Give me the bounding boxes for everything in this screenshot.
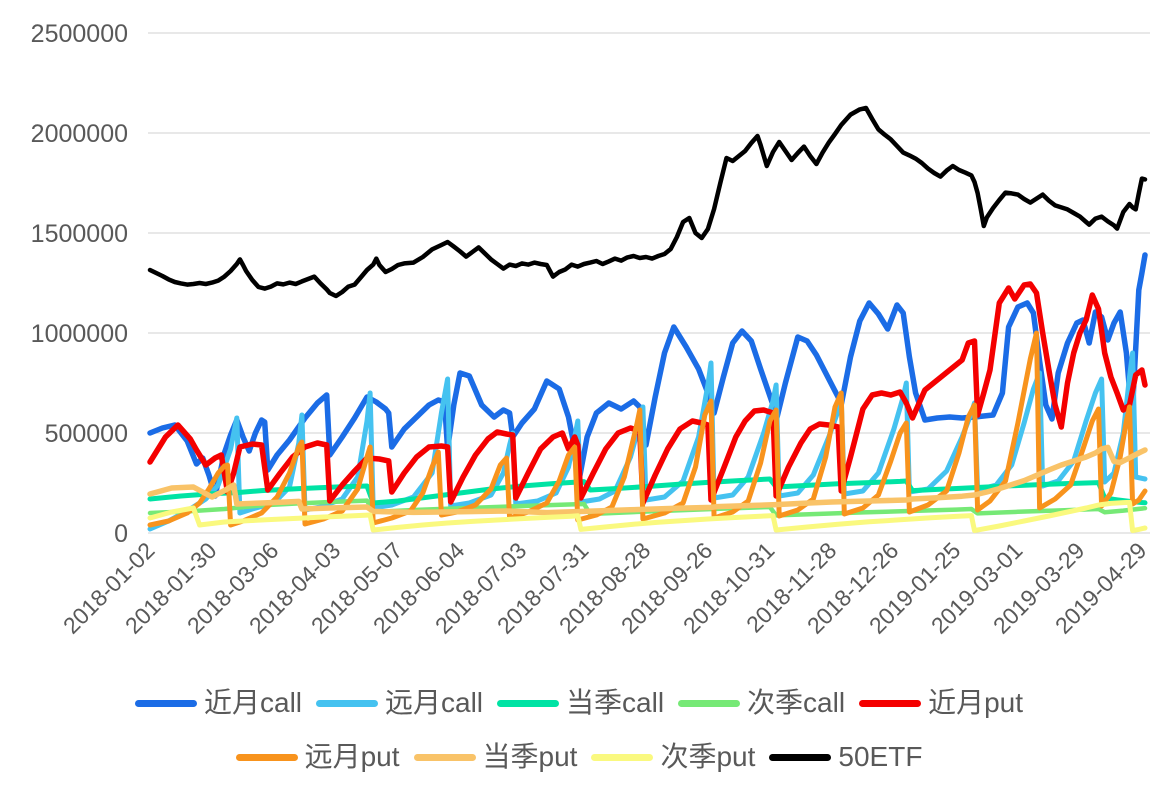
legend-item-next-qtr-put: 次季put bbox=[591, 741, 755, 773]
y-tick-label-0: 0 bbox=[114, 520, 128, 548]
legend-item-qtr-put: 当季put bbox=[413, 741, 578, 773]
series-line-near-call bbox=[147, 252, 1148, 499]
series-line-far-call bbox=[147, 350, 1148, 532]
chart-legend: 近月call 远月call 当季call 次季call 近月put 远月put 当季put… bbox=[0, 687, 1158, 795]
legend-swatch-next-qtr-put bbox=[591, 753, 654, 761]
legend-swatch-far-put bbox=[235, 753, 298, 761]
y-tick-label-2000000: 2000000 bbox=[31, 120, 128, 148]
legend-label-qtr-put: 当季put bbox=[482, 741, 578, 772]
legend-label-next-qtr-put: 次季put bbox=[660, 741, 756, 772]
y-tick-label-2500000: 2500000 bbox=[31, 20, 128, 48]
gridlines bbox=[148, 32, 1150, 534]
legend-swatch-qtr-put bbox=[413, 753, 476, 761]
x-axis-labels: 2018-01-022018-01-302018-03-062018-04-03… bbox=[58, 537, 1151, 639]
legend-swatch-near-put bbox=[859, 699, 922, 707]
series-line-qtr-put bbox=[147, 444, 1148, 516]
legend-swatch-next-qtr-call bbox=[678, 699, 741, 707]
legend-swatch-far-call bbox=[316, 699, 379, 707]
legend-item-near-call: 近月call bbox=[135, 687, 302, 719]
legend-item-next-qtr-call: 次季call bbox=[678, 687, 845, 719]
legend-swatch-etf50 bbox=[769, 753, 832, 761]
legend-item-near-put: 近月put bbox=[859, 687, 1023, 719]
series-lines bbox=[147, 105, 1148, 534]
plot-svg: 0 500000 1000000 1500000 2000000 2500000 2018… bbox=[31, 20, 1152, 639]
legend-swatch-near-call bbox=[135, 699, 197, 707]
legend-row-1: 近月call 远月call 当季call 次季call 近月put bbox=[128, 687, 1030, 719]
legend-item-etf50: 50ETF bbox=[769, 741, 922, 773]
y-tick-label-500000: 500000 bbox=[45, 420, 128, 448]
y-tick-label-1000000: 1000000 bbox=[31, 320, 128, 348]
legend-label-etf50: 50ETF bbox=[838, 741, 923, 772]
legend-label-next-qtr-call: 次季call bbox=[747, 687, 846, 718]
legend-item-far-put: 远月put bbox=[235, 741, 400, 773]
series-line-etf50 bbox=[147, 105, 1148, 299]
legend-item-far-call: 远月call bbox=[316, 687, 483, 719]
legend-label-far-call: 远月call bbox=[385, 687, 484, 718]
legend-swatch-qtr-call bbox=[497, 699, 560, 707]
legend-row-2: 远月put 当季put 次季put 50ETF bbox=[229, 741, 930, 773]
series-line-next-qtr-put bbox=[147, 499, 1148, 534]
legend-item-qtr-call: 当季call bbox=[497, 687, 664, 719]
legend-label-near-call: 近月call bbox=[204, 687, 303, 718]
legend-label-far-put: 远月put bbox=[304, 741, 400, 772]
legend-label-qtr-call: 当季call bbox=[566, 687, 665, 718]
y-tick-label-1500000: 1500000 bbox=[31, 220, 128, 248]
series-line-far-put bbox=[147, 330, 1148, 528]
legend-label-near-put: 近月put bbox=[928, 687, 1023, 718]
y-axis-labels: 0 500000 1000000 1500000 2000000 2500000 bbox=[31, 20, 128, 548]
